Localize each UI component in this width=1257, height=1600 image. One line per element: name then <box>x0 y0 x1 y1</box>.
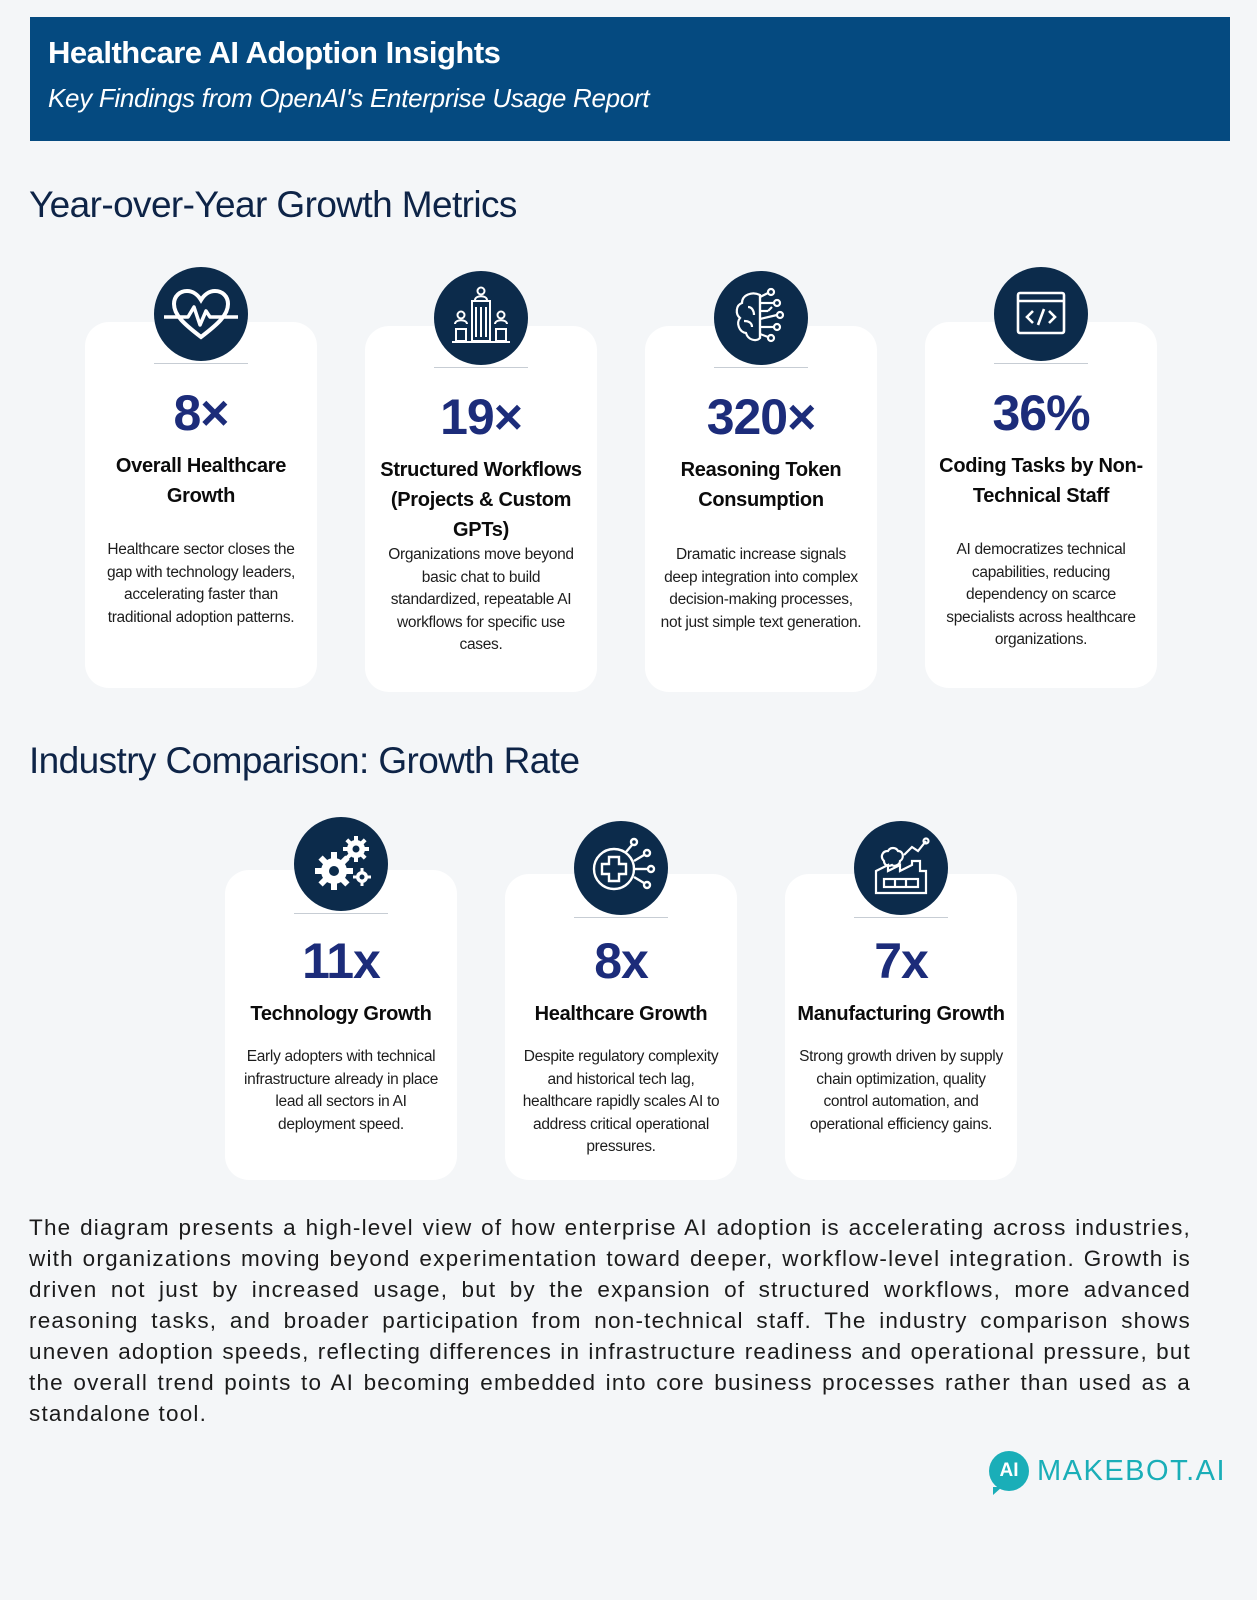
icon-divider <box>434 367 528 368</box>
industry-card-manufacturing: 7x Manufacturing Growth Strong growth dr… <box>785 874 1017 1180</box>
growth-card-workflows: 19× Structured Workflows (Projects & Cus… <box>365 326 597 692</box>
icon-divider <box>854 917 948 918</box>
metric-label: Structured Workflows (Projects & Custom … <box>380 459 582 541</box>
metric-label: Technology Growth <box>250 1003 432 1025</box>
metric-label: Reasoning Token Consumption <box>680 459 842 511</box>
metric-value: 8x <box>594 933 649 989</box>
factory-brain-icon <box>854 821 948 915</box>
metric-description: Healthcare sector closes the gap with te… <box>106 541 296 626</box>
metric-description: Dramatic increase signals deep integrati… <box>660 546 862 631</box>
icon-divider <box>154 363 248 364</box>
heart-pulse-icon <box>154 267 248 361</box>
page-title: Healthcare AI Adoption Insights <box>48 35 501 70</box>
metric-description: Early adopters with technical infrastruc… <box>243 1048 439 1133</box>
icon-divider <box>574 917 668 918</box>
page-subtitle: Key Findings from OpenAI's Enterprise Us… <box>48 83 650 113</box>
gears-icon <box>294 817 388 911</box>
metric-label: Manufacturing Growth <box>797 1003 1005 1025</box>
metric-label: Healthcare Growth <box>534 1003 708 1025</box>
metric-description: Strong growth driven by supply chain opt… <box>799 1048 1003 1133</box>
brand-name: MAKEBOT.AI <box>1037 1454 1227 1487</box>
code-window-icon <box>994 267 1088 361</box>
metric-value: 11x <box>302 933 381 989</box>
metric-value: 19× <box>440 389 523 445</box>
growth-card-reasoning: 320× Reasoning Token Consumption Dramati… <box>645 326 877 692</box>
industry-card-technology: 11x Technology Growth Early adopters wit… <box>225 870 457 1180</box>
icon-divider <box>714 367 808 368</box>
metric-description: Despite regulatory complexity and histor… <box>522 1048 720 1155</box>
metric-label: Coding Tasks by Non-Technical Staff <box>939 455 1143 507</box>
metric-value: 7x <box>874 933 929 989</box>
metric-value: 36% <box>992 385 1090 441</box>
building-team-icon <box>434 271 528 365</box>
brand-mark-text: AI <box>999 1460 1019 1481</box>
summary-paragraph: The diagram presents a high-level view o… <box>29 1215 1191 1426</box>
metric-description: AI democratizes technical capabilities, … <box>946 541 1136 648</box>
growth-card-healthcare: 8× Overall Healthcare Growth Healthcare … <box>85 322 317 688</box>
metric-value: 320× <box>706 389 817 445</box>
growth-metrics-heading: Year-over-Year Growth Metrics <box>29 184 517 225</box>
brand-logo: AI MAKEBOT.AI <box>989 1451 1227 1495</box>
ai-bubble-icon: AI <box>989 1451 1029 1495</box>
icon-divider <box>294 913 388 914</box>
metric-value: 8× <box>173 385 229 441</box>
medical-cross-circuit-icon <box>574 821 668 915</box>
industry-comparison-heading: Industry Comparison: Growth Rate <box>29 740 580 781</box>
header-banner: Healthcare AI Adoption Insights Key Find… <box>30 17 1230 141</box>
brain-circuit-icon <box>714 271 808 365</box>
growth-card-coding: 36% Coding Tasks by Non-Technical Staff … <box>925 322 1157 688</box>
industry-card-healthcare: 8x Healthcare Growth Despite regulatory … <box>505 874 737 1180</box>
icon-divider <box>994 363 1088 364</box>
metric-label: Overall Healthcare Growth <box>115 455 287 507</box>
metric-description: Organizations move beyond basic chat to … <box>388 546 574 653</box>
